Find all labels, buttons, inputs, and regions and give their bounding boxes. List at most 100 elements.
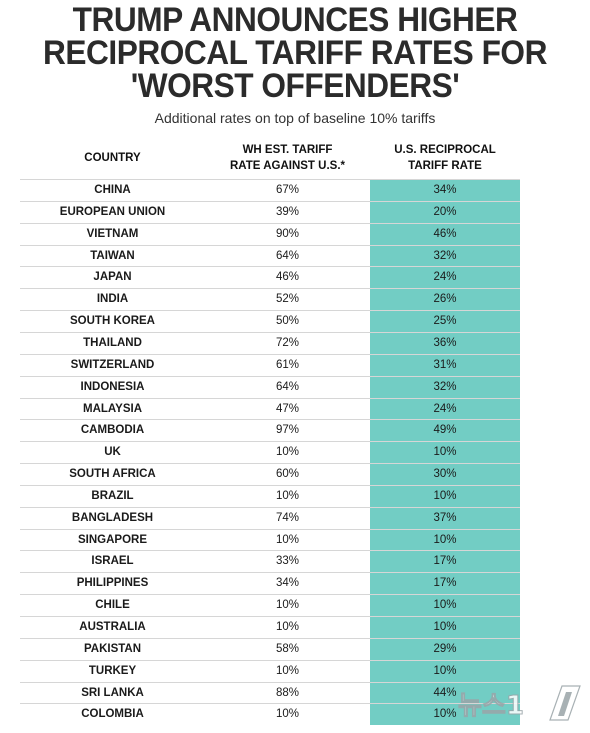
country-cell: TURKEY [88, 664, 137, 677]
wh-rate-cell: 61% [275, 358, 300, 371]
column-header-us-line-1: U.S. RECIPROCAL [394, 144, 496, 156]
wh-rate-cell: 64% [275, 249, 300, 262]
wh-rate-cell: 88% [275, 686, 300, 699]
us-rate-cell: 10% [433, 599, 457, 612]
column-header-wh-line-1: WH EST. TARIFF [242, 144, 333, 156]
table-row: COLOMBIA 10% 10% [20, 703, 520, 725]
us-rate-cell: 24% [433, 271, 457, 284]
country-cell: UK [104, 446, 121, 459]
wh-rate-cell: 47% [275, 402, 300, 415]
column-header-wh-line-2: RATE AGAINST U.S.* [229, 160, 345, 172]
wh-rate-cell: 67% [275, 184, 300, 196]
wh-rate-cell: 34% [275, 577, 300, 590]
column-header-country: COUNTRY [84, 152, 141, 164]
wh-rate-cell: 10% [275, 621, 300, 633]
table-row: PHILIPPINES 34% 17% [20, 572, 520, 594]
us-rate-cell: 24% [433, 402, 457, 415]
wh-rate-cell: 10% [275, 533, 300, 546]
country-cell: INDONESIA [80, 380, 145, 393]
us-rate-cell: 44% [433, 686, 457, 699]
table-row: SINGAPORE 10% 10% [20, 528, 520, 551]
column-header-us-line-2: TARIFF RATE [408, 160, 482, 172]
title-line-2: RECIPROCAL TARIFF RATES FOR [43, 34, 547, 72]
country-cell: CHINA [94, 184, 131, 196]
table-row: THAILAND 72% 36% [20, 331, 520, 354]
wh-rate-cell: 90% [275, 227, 300, 240]
us-rate-cell: 10% [433, 533, 457, 546]
table-row: SRI LANKA 88% 44% [20, 681, 520, 704]
wh-rate-cell: 50% [275, 315, 300, 328]
wh-rate-cell: 46% [275, 271, 300, 284]
us-rate-cell: 17% [433, 555, 457, 568]
table-row: SOUTH AFRICA 60% 30% [20, 463, 520, 485]
news1-logo-icon [549, 685, 581, 721]
table-row: INDIA 52% 26% [20, 288, 520, 310]
wh-rate-cell: 10% [275, 708, 300, 721]
title-line-3: 'WORST OFFENDERS' [130, 67, 460, 105]
country-cell: THAILAND [83, 336, 142, 349]
us-rate-cell: 10% [433, 708, 457, 721]
wh-rate-cell: 58% [275, 642, 300, 655]
country-cell: PHILIPPINES [76, 577, 149, 590]
table-row: CHILE 10% 10% [20, 594, 520, 616]
wh-rate-cell: 97% [275, 424, 300, 437]
wh-rate-cell: 52% [275, 293, 300, 306]
table-row: PAKISTAN 58% 29% [20, 637, 520, 660]
us-rate-cell: 29% [433, 642, 457, 655]
country-cell: VIETNAM [86, 227, 139, 240]
table-row: BRAZIL 10% 10% [20, 484, 520, 507]
table-row: AUSTRALIA 10% 10% [20, 616, 520, 638]
country-cell: TAIWAN [90, 249, 135, 262]
us-rate-cell: 26% [433, 293, 457, 306]
table-row: EUROPEAN UNION 39% 20% [20, 200, 520, 223]
country-cell: BRAZIL [91, 489, 134, 502]
country-cell: JAPAN [93, 271, 132, 284]
country-cell: CAMBODIA [80, 424, 145, 437]
watermark-logo: 뉴스1 [458, 685, 581, 722]
us-rate-cell: 31% [433, 358, 457, 371]
wh-rate-cell: 39% [275, 205, 300, 218]
table-row: CAMBODIA 97% 49% [20, 419, 520, 441]
us-rate-cell: 32% [433, 380, 457, 393]
country-cell: ISRAEL [91, 555, 134, 568]
country-cell: INDIA [96, 293, 129, 306]
country-cell: AUSTRALIA [79, 621, 146, 633]
wh-rate-cell: 72% [275, 336, 300, 349]
us-rate-cell: 30% [433, 468, 457, 481]
wh-rate-cell: 60% [275, 468, 300, 481]
country-cell: BANGLADESH [71, 511, 154, 524]
table-row: TAIWAN 64% 32% [20, 244, 520, 267]
us-rate-cell: 25% [433, 315, 457, 328]
wh-rate-cell: 33% [275, 555, 300, 568]
us-rate-cell: 32% [433, 249, 457, 262]
column-header-wh-rate: WH EST. TARIFF RATE AGAINST U.S.* [205, 142, 370, 174]
us-rate-cell: 10% [433, 621, 457, 633]
table-row: SOUTH KOREA 50% 25% [20, 310, 520, 332]
us-rate-cell: 37% [433, 511, 457, 524]
us-rate-cell: 20% [433, 205, 457, 218]
table-row: JAPAN 46% 24% [20, 266, 520, 288]
table-row: BANGLADESH 74% 37% [20, 506, 520, 529]
wh-rate-cell: 74% [275, 511, 300, 524]
us-rate-cell: 36% [433, 336, 457, 349]
country-cell: SWITZERLAND [70, 358, 155, 371]
table-row: ISRAEL 33% 17% [20, 550, 520, 572]
table-row: UK 10% 10% [20, 441, 520, 463]
table-row: INDONESIA 64% 32% [20, 375, 520, 398]
country-cell: CHILE [95, 599, 130, 612]
chart-title: TRUMP ANNOUNCES HIGHER RECIPROCAL TARIFF… [21, 1, 570, 105]
country-cell: EUROPEAN UNION [59, 205, 166, 218]
country-cell: MALAYSIA [83, 402, 142, 415]
us-rate-cell: 10% [433, 664, 457, 677]
column-header-us-rate: U.S. RECIPROCAL TARIFF RATE [370, 142, 520, 174]
wh-rate-cell: 10% [275, 664, 300, 677]
country-cell: PAKISTAN [83, 642, 142, 655]
title-line-1: TRUMP ANNOUNCES HIGHER [72, 1, 518, 39]
country-cell: COLOMBIA [81, 708, 144, 721]
table-row: CHINA 67% 34% [20, 179, 520, 201]
us-rate-cell: 10% [433, 489, 457, 502]
country-cell: SOUTH KOREA [70, 315, 155, 328]
us-rate-cell: 49% [433, 424, 457, 437]
watermark-text: 뉴스1 [458, 691, 524, 721]
table-row: TURKEY 10% 10% [20, 659, 520, 682]
